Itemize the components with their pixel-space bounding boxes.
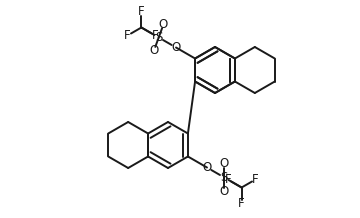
Text: F: F	[124, 29, 131, 42]
Text: F: F	[252, 173, 259, 186]
Text: O: O	[149, 44, 158, 57]
Text: F: F	[238, 197, 245, 210]
Text: O: O	[159, 18, 168, 31]
Text: O: O	[202, 161, 212, 174]
Text: O: O	[171, 41, 181, 54]
Text: F: F	[152, 29, 158, 42]
Text: S: S	[155, 31, 162, 44]
Text: F: F	[224, 173, 231, 186]
Text: F: F	[138, 5, 145, 18]
Text: O: O	[220, 157, 229, 170]
Text: O: O	[220, 185, 229, 198]
Text: S: S	[221, 171, 228, 184]
